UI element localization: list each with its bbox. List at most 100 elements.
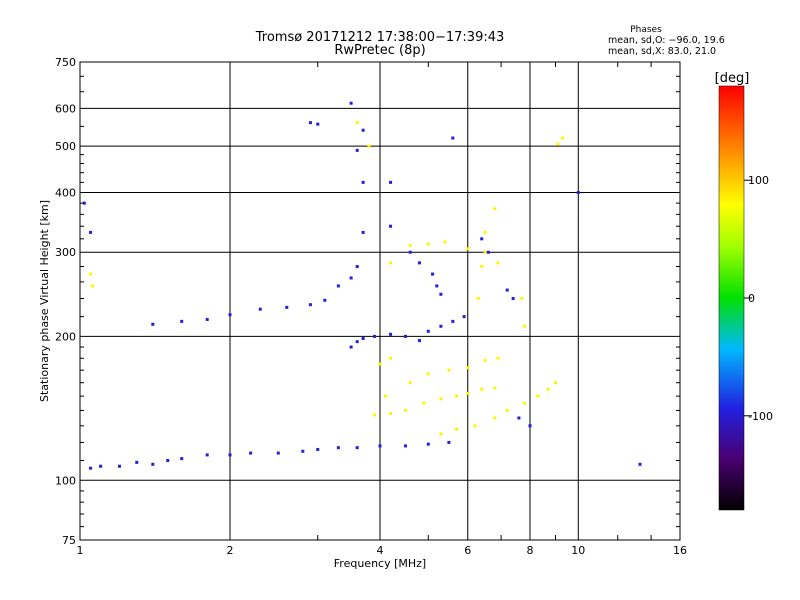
data-point <box>135 460 139 464</box>
data-point <box>483 250 487 254</box>
data-point <box>389 261 393 265</box>
data-point <box>361 230 365 234</box>
data-point <box>447 440 451 444</box>
data-point <box>355 446 359 450</box>
data-point <box>505 288 509 292</box>
data-point <box>439 397 443 401</box>
data-point <box>455 394 459 398</box>
data-point <box>228 313 232 317</box>
y-tick-label: 100 <box>55 474 76 487</box>
colorbar-label: [deg] <box>715 71 750 86</box>
data-point <box>561 136 565 140</box>
data-point <box>180 457 184 461</box>
data-point <box>439 292 443 296</box>
data-point <box>443 240 447 244</box>
data-point <box>373 334 377 338</box>
data-point <box>426 242 430 246</box>
data-point <box>493 386 497 390</box>
y-tick-label: 400 <box>55 186 76 199</box>
data-point <box>480 237 484 241</box>
data-point <box>316 447 320 451</box>
data-point <box>496 356 500 360</box>
grid-lines <box>80 62 680 540</box>
data-point <box>462 315 466 319</box>
phases-o-stats: mean, sd,O: −96.0, 19.6 <box>608 35 725 46</box>
data-point <box>82 201 86 205</box>
data-point <box>408 250 412 254</box>
data-point <box>316 122 320 126</box>
data-point <box>480 265 484 269</box>
data-point <box>349 276 353 280</box>
data-point <box>205 453 209 457</box>
x-tick-label: 16 <box>673 544 687 557</box>
y-axis-label: Stationary phase Virtual Height [km] <box>38 200 51 402</box>
colorbar-ticks: 100 0 -100 <box>744 174 773 423</box>
data-point <box>249 451 253 455</box>
x-tick-label: 8 <box>527 544 534 557</box>
data-point <box>496 261 500 265</box>
data-point <box>517 416 521 420</box>
data-point <box>355 148 359 152</box>
data-point <box>389 180 393 184</box>
data-point <box>91 284 95 288</box>
data-point <box>89 272 93 276</box>
data-point <box>483 359 487 363</box>
data-point <box>378 444 382 448</box>
data-point <box>451 319 455 323</box>
data-point <box>117 464 121 468</box>
data-point <box>483 230 487 234</box>
data-point <box>389 411 393 415</box>
y-tick-label: 75 <box>62 534 76 547</box>
data-point <box>431 272 435 276</box>
data-point <box>466 391 470 395</box>
data-point <box>447 368 451 372</box>
data-point <box>166 458 170 462</box>
data-point <box>378 362 382 366</box>
data-point <box>523 401 527 405</box>
data-point <box>426 372 430 376</box>
y-tick-label: 300 <box>55 246 76 259</box>
data-point <box>355 340 359 344</box>
data-point <box>373 413 377 417</box>
data-point <box>422 401 426 405</box>
data-point <box>439 324 443 328</box>
x-axis-label: Frequency [MHz] <box>334 557 426 570</box>
y-tick-label: 600 <box>55 102 76 115</box>
y-tick-label: 200 <box>55 330 76 343</box>
data-point <box>276 451 280 455</box>
data-point <box>505 408 509 412</box>
data-point <box>466 366 470 370</box>
data-point <box>258 307 262 311</box>
data-point <box>480 387 484 391</box>
data-point <box>439 432 443 436</box>
x-tick-label: 4 <box>377 544 384 557</box>
data-point <box>493 207 497 211</box>
data-point <box>308 121 312 125</box>
x-tick-label: 6 <box>464 544 471 557</box>
data-point <box>285 305 289 309</box>
data-point <box>536 394 540 398</box>
data-point <box>576 190 580 194</box>
x-tick-label: 10 <box>571 544 585 557</box>
data-point <box>308 303 312 307</box>
data-point <box>426 329 430 333</box>
data-point <box>361 128 365 132</box>
y-tick-label: 750 <box>55 56 76 69</box>
data-point <box>476 297 480 301</box>
colorbar-tick-label: 100 <box>748 174 769 187</box>
data-point <box>355 265 359 269</box>
data-point <box>417 261 421 265</box>
data-point <box>528 424 532 428</box>
data-point <box>336 284 340 288</box>
chart-subtitle: RwPretec (8p) <box>334 43 425 58</box>
x-tick-label: 1 <box>77 544 84 557</box>
data-point <box>520 297 524 301</box>
data-point <box>546 387 550 391</box>
data-point <box>455 427 459 431</box>
data-point <box>473 424 477 428</box>
data-point <box>451 136 455 140</box>
data-point <box>180 319 184 323</box>
data-point <box>89 466 93 470</box>
data-point <box>556 142 560 146</box>
